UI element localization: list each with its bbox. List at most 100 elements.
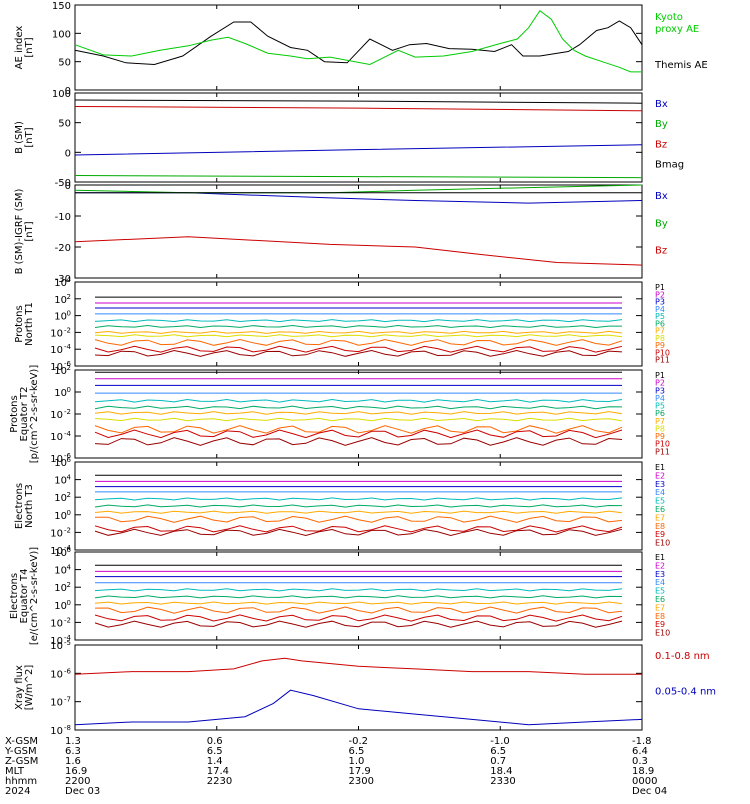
y-tick-exponent: 2 — [67, 293, 71, 301]
y-axis-label: North T3 — [24, 484, 35, 528]
legend-entry: Themis AE — [654, 60, 708, 71]
y-tick-exponent: 2 — [67, 581, 71, 589]
y-tick-exponent: -4 — [64, 343, 72, 351]
series-line — [94, 601, 623, 605]
ephemeris-value: 2300 — [349, 776, 374, 787]
ephemeris-row-label: hhmm — [5, 776, 37, 787]
panel-frame — [74, 644, 643, 731]
legend-entry: E1 — [655, 553, 665, 562]
y-axis-label: [nT] — [24, 37, 35, 57]
y-tick-label: 10 — [54, 601, 67, 612]
y-axis-label: Electrons — [9, 573, 20, 619]
legend-entry: E3 — [655, 480, 665, 489]
legend-entry: P11 — [655, 447, 670, 456]
legend-entry: P4 — [655, 394, 665, 403]
legend-entry: Kyoto — [655, 12, 683, 23]
y-tick-exponent: -5 — [64, 639, 71, 647]
y-tick-exponent: 0 — [67, 386, 71, 394]
y-tick-label: 10 — [50, 726, 63, 737]
y-axis-label: B (SM) — [14, 121, 25, 154]
ephemeris-value: 1.3 — [65, 736, 81, 747]
series-line — [94, 345, 623, 353]
series-line — [94, 614, 623, 622]
y-axis-label: AE index — [14, 26, 25, 70]
y-tick-label: 10 — [54, 366, 67, 377]
series-line — [74, 144, 643, 156]
series-line — [94, 606, 623, 614]
y-axis-label: [nT] — [24, 127, 35, 147]
y-tick-exponent: -8 — [64, 724, 71, 732]
legend-entry: E3 — [655, 570, 665, 579]
y-tick-exponent: 6 — [67, 456, 72, 464]
y-tick-label: 10 — [54, 583, 67, 594]
y-tick-label: 10 — [54, 511, 67, 522]
y-tick-label: 10 — [50, 328, 63, 339]
series-line — [94, 497, 623, 501]
y-tick-exponent: 4 — [67, 276, 72, 284]
ephemeris-value: -1.8 — [632, 736, 652, 747]
legend-entry: E5 — [655, 497, 665, 506]
y-tick-exponent: -6 — [64, 360, 72, 368]
y-axis-label: Equator T4 — [19, 569, 30, 624]
series-line — [94, 620, 623, 628]
y-tick-label: 0 — [65, 148, 71, 159]
series-line — [94, 324, 622, 329]
ephemeris-value: Dec 03 — [65, 786, 100, 797]
legend-entry: E7 — [655, 603, 665, 612]
ephemeris-value: 6.3 — [65, 746, 81, 757]
legend-entry: E4 — [655, 578, 665, 587]
y-axis-label: Electrons — [14, 483, 25, 529]
ephemeris-row-label: MLT — [5, 766, 25, 777]
series-line — [94, 437, 623, 446]
series-line — [94, 398, 623, 403]
series-line — [94, 525, 623, 533]
y-tick-label: -10 — [55, 212, 71, 223]
legend-entry: E9 — [655, 620, 665, 629]
y-tick-label: 10 — [50, 410, 63, 421]
legend-entry: E2 — [655, 471, 665, 480]
ephemeris-row-label: X-GSM — [5, 736, 38, 747]
y-axis-label: Xray flux — [14, 665, 25, 710]
y-tick-exponent: 0 — [67, 509, 71, 517]
y-tick-label: 10 — [50, 698, 63, 709]
legend-entry: P3 — [655, 298, 665, 307]
legend-entry: Bz — [655, 246, 667, 257]
series-line — [94, 330, 623, 334]
y-tick-exponent: 2 — [67, 364, 71, 372]
ephemeris-value: 0.3 — [632, 756, 648, 767]
ephemeris-value: 17.4 — [207, 766, 229, 777]
series-line — [74, 20, 643, 66]
legend-entry: E6 — [655, 595, 665, 604]
y-tick-label: 10 — [54, 548, 67, 559]
y-tick-label: 10 — [50, 669, 63, 680]
y-tick-label: 0 — [65, 86, 71, 97]
ephemeris-value: 17.9 — [349, 766, 371, 777]
y-tick-label: 10 — [50, 641, 63, 652]
y-tick-label: 10 — [54, 476, 67, 487]
y-axis-label: [nT] — [24, 221, 35, 241]
series-line — [74, 99, 643, 104]
ephemeris-value: 1.4 — [207, 756, 223, 767]
y-tick-exponent: 0 — [67, 599, 71, 607]
y-tick-exponent: -2 — [64, 326, 71, 334]
legend-entry: E7 — [655, 513, 665, 522]
legend-entry: E8 — [655, 522, 665, 531]
y-tick-label: 10 — [50, 432, 63, 443]
y-tick-exponent: -2 — [64, 616, 71, 624]
series-line — [94, 504, 623, 508]
y-tick-exponent: -6 — [64, 667, 72, 675]
ephemeris-value: 6.5 — [349, 746, 365, 757]
series-line — [94, 425, 623, 434]
legend-entry: P4 — [655, 305, 665, 314]
y-axis-label: [e/(cm^2-s-sr-keV)] — [29, 547, 40, 645]
legend-entry: 0.1-0.8 nm — [655, 651, 710, 662]
y-tick-label: -20 — [55, 243, 71, 254]
legend-entry: P10 — [655, 440, 670, 449]
y-tick-label: 50 — [58, 119, 71, 130]
y-axis-label: Equator T2 — [19, 387, 30, 442]
series-line — [74, 106, 643, 112]
series-line — [74, 9, 642, 73]
ephemeris-value: 0.7 — [490, 756, 506, 767]
series-line — [74, 175, 643, 179]
